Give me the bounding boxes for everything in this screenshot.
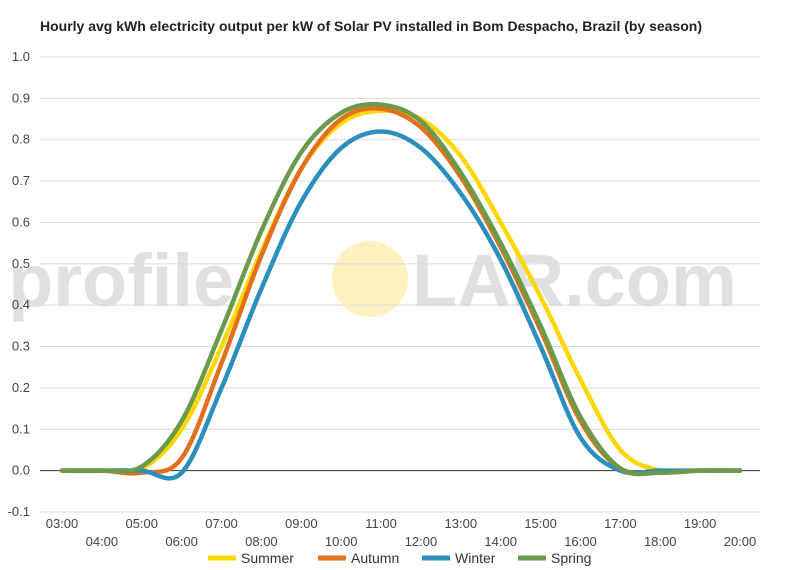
y-tick-label: 0.7 (12, 173, 30, 188)
legend-label-summer: Summer (241, 550, 294, 566)
chart-title: Hourly avg kWh electricity output per kW… (40, 18, 703, 34)
x-tick-label: 06:00 (165, 534, 198, 549)
y-tick-label: 0.5 (12, 256, 30, 271)
x-tick-label: 10:00 (325, 534, 358, 549)
y-tick-label: 0.0 (12, 463, 30, 478)
x-tick-label: 07:00 (205, 516, 238, 531)
legend-label-autumn: Autumn (351, 550, 399, 566)
y-tick-label: 0.1 (12, 421, 30, 436)
y-tick-label: 0.9 (12, 90, 30, 105)
x-tick-label: 04:00 (86, 534, 119, 549)
y-tick-label: 1.0 (12, 49, 30, 64)
y-axis-ticks: 1.0 0.9 0.8 0.7 0.6 0.5 0.4 0.3 0.2 0.1 0.0 -0.1 (8, 49, 30, 519)
x-tick-label: 17:00 (604, 516, 637, 531)
legend-label-spring: Spring (551, 550, 591, 566)
y-tick-label: 0.8 (12, 132, 30, 147)
x-axis-ticks: 03:00 04:00 05:00 06:00 07:00 08:00 09:00 10:00… (46, 516, 757, 549)
x-tick-label: 11:00 (365, 516, 397, 531)
x-tick-label: 03:00 (46, 516, 79, 531)
series-line-spring (59, 101, 743, 477)
y-tick-label: 0.4 (12, 297, 30, 312)
watermark-sun (332, 241, 408, 317)
x-tick-label: 19:00 (684, 516, 717, 531)
y-tick-label: 0.6 (12, 214, 30, 229)
y-tick-label: -0.1 (8, 504, 30, 519)
x-tick-label: 09:00 (285, 516, 318, 531)
legend-label-winter: Winter (455, 550, 496, 566)
x-tick-label: 15:00 (524, 516, 557, 531)
legend: Summer Autumn Winter Spring (208, 550, 591, 566)
watermark-text-left: profile (8, 239, 234, 322)
y-tick-label: 0.2 (12, 380, 30, 395)
y-tick-label: 0.3 (12, 339, 30, 354)
x-tick-label: 05:00 (125, 516, 158, 531)
x-tick-label: 18:00 (644, 534, 677, 549)
x-tick-label: 16:00 (564, 534, 597, 549)
x-tick-label: 14:00 (484, 534, 517, 549)
watermark: profile LAR.com (8, 239, 737, 322)
x-tick-label: 12:00 (405, 534, 438, 549)
x-tick-label: 20:00 (724, 534, 757, 549)
watermark-text-right: LAR.com (412, 239, 737, 322)
x-tick-label: 08:00 (245, 534, 278, 549)
series-lines (59, 101, 743, 481)
x-tick-label: 13:00 (445, 516, 478, 531)
